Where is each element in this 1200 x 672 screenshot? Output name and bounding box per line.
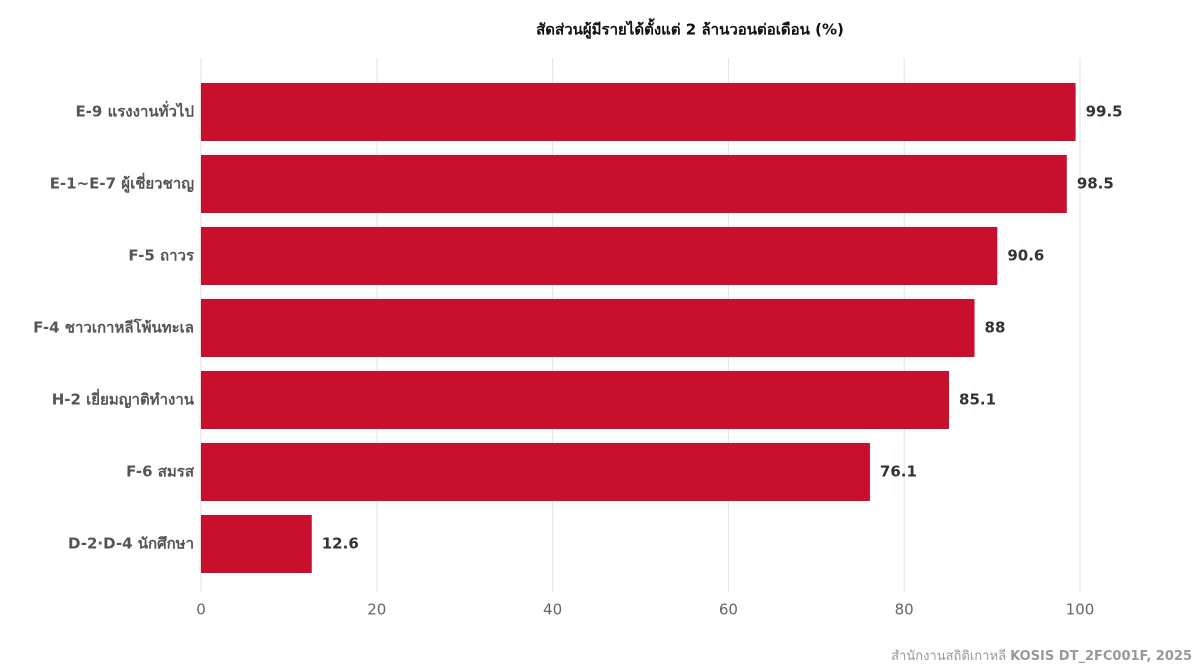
y-tick-label: F-5 ถาวร <box>128 247 195 265</box>
chart-title: สัดส่วนผู้มีรายได้ตั้งแต่ 2 ล้านวอนต่อเด… <box>536 18 844 40</box>
y-tick-label: E-1~E-7 ผู้เชี่ยวชาญ <box>50 173 195 194</box>
value-label: 99.5 <box>1086 103 1123 121</box>
bar <box>201 227 998 285</box>
x-tick-label: 80 <box>895 601 914 619</box>
bar <box>201 299 975 357</box>
x-tick-label: 100 <box>1066 601 1095 619</box>
source-org: สำนักงานสถิติเกาหลี <box>891 648 1006 664</box>
value-label: 88 <box>985 319 1006 337</box>
bar <box>201 443 870 501</box>
bar <box>201 515 312 573</box>
value-label: 12.6 <box>322 535 359 553</box>
value-label: 85.1 <box>959 391 996 409</box>
source-id: KOSIS DT_2FC001F, 2025 <box>1010 649 1192 664</box>
bar <box>201 371 950 429</box>
value-label: 76.1 <box>880 463 917 481</box>
y-tick-label: H-2 เยี่ยมญาติทำงาน <box>52 389 195 409</box>
bar <box>201 155 1067 213</box>
y-tick-label: E-9 แรงงานทั่วไป <box>75 101 194 121</box>
x-tick-label: 60 <box>719 601 738 619</box>
value-label: 98.5 <box>1077 175 1114 193</box>
bar <box>201 83 1076 141</box>
value-label: 90.6 <box>1007 247 1044 265</box>
x-tick-label: 40 <box>543 601 562 619</box>
y-tick-label: F-4 ชาวเกาหลีโพ้นทะเล <box>33 318 194 337</box>
y-tick-label: D-2·D-4 นักศึกษา <box>68 535 194 553</box>
x-tick-label: 0 <box>196 601 206 619</box>
x-tick-label: 20 <box>367 601 386 619</box>
source: สำนักงานสถิติเกาหลี KOSIS DT_2FC001F, 20… <box>891 648 1192 664</box>
y-tick-label: F-6 สมรส <box>126 463 195 481</box>
